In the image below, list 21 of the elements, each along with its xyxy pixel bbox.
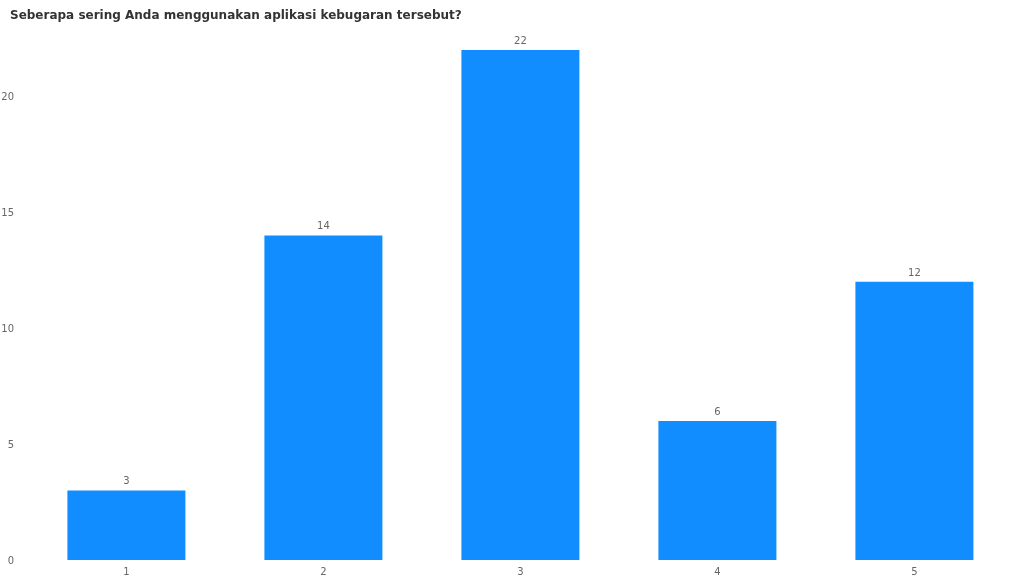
data-label: 3 bbox=[123, 475, 130, 487]
x-tick-label: 2 bbox=[320, 566, 327, 576]
x-tick-label: 3 bbox=[517, 566, 524, 576]
data-label: 14 bbox=[317, 220, 330, 232]
data-label: 22 bbox=[514, 35, 527, 46]
y-tick-label: 0 bbox=[7, 554, 14, 566]
bar bbox=[855, 281, 974, 560]
bar bbox=[67, 490, 186, 560]
data-label: 6 bbox=[714, 405, 721, 417]
y-tick-label: 10 bbox=[1, 322, 14, 334]
data-label: 12 bbox=[908, 266, 921, 278]
y-tick-label: 20 bbox=[1, 90, 14, 102]
bar bbox=[264, 235, 383, 560]
y-tick-label: 5 bbox=[7, 438, 14, 450]
x-tick-label: 4 bbox=[714, 566, 721, 576]
chart-title: Seberapa sering Anda menggunakan aplikasi kebugaran tersebut? bbox=[10, 8, 462, 22]
x-tick-label: 5 bbox=[911, 566, 918, 576]
y-tick-label: 15 bbox=[1, 206, 14, 218]
bar bbox=[658, 420, 777, 560]
bar bbox=[461, 50, 580, 560]
x-tick-label: 1 bbox=[123, 566, 130, 576]
